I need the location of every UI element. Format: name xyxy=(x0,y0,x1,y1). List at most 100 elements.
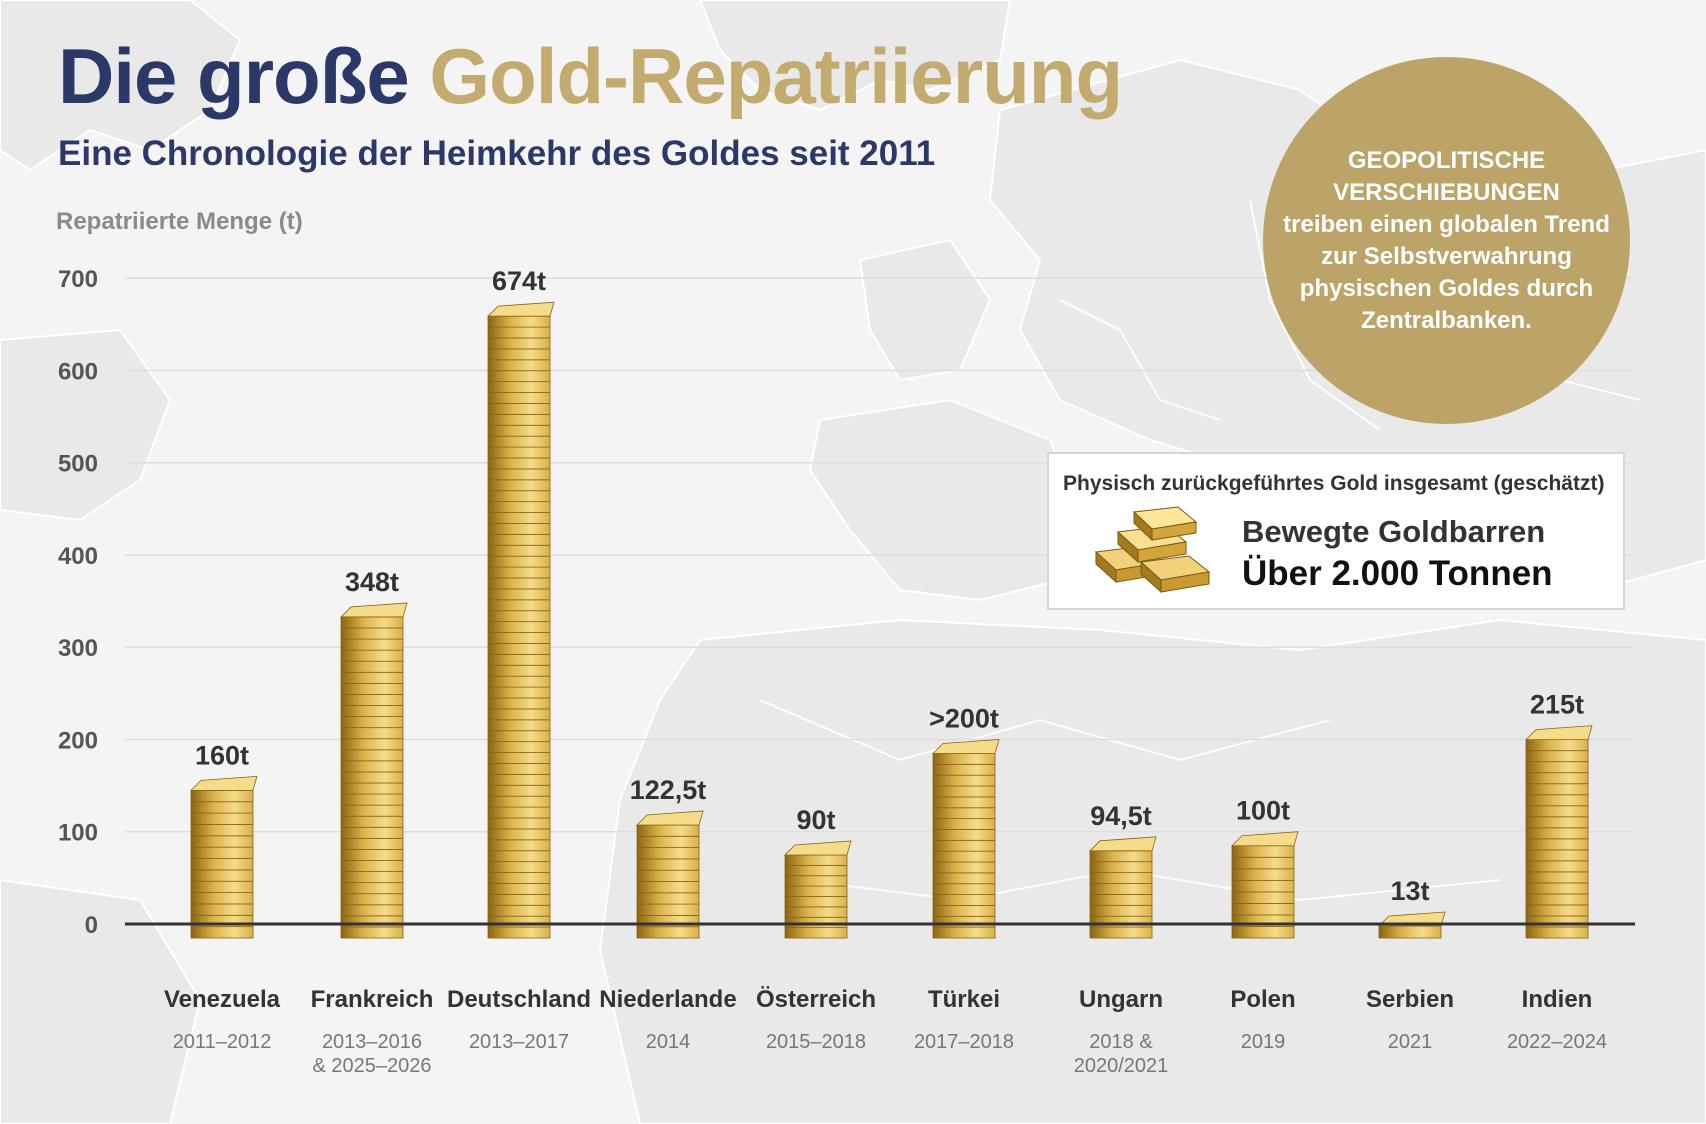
gold-bars-stack-icon xyxy=(1094,506,1211,594)
gold-bar-slab xyxy=(487,326,551,339)
gold-bar-slab xyxy=(1525,926,1589,939)
gold-bar-slab xyxy=(487,490,551,503)
y-tick-label: 600 xyxy=(58,358,98,385)
geopolitics-callout: GEOPOLITISCHE VERSCHIEBUNGEN treiben ein… xyxy=(1263,57,1630,424)
value-label: 13t xyxy=(1390,876,1429,906)
gold-bar-slab xyxy=(932,829,996,841)
gold-bar-slab xyxy=(487,315,551,328)
gold-bar-slab xyxy=(487,926,551,939)
gold-bar-slab xyxy=(340,760,404,773)
title-part-gold: Gold-Repatriierung xyxy=(429,32,1123,120)
gold-bar-slab xyxy=(932,915,996,928)
gold-bar-slab xyxy=(487,708,551,721)
gold-bar-slab xyxy=(1089,894,1153,906)
period-label: 2021 xyxy=(1388,1031,1433,1053)
gold-bar-slab xyxy=(1525,739,1589,752)
value-label: 90t xyxy=(796,805,835,835)
gold-bar-slab xyxy=(340,738,404,751)
gold-bar-slab xyxy=(487,533,551,546)
gold-bar-slab xyxy=(932,763,996,776)
value-label: 215t xyxy=(1530,690,1584,720)
gold-bar-slab xyxy=(1525,816,1589,829)
gold-bar-slab xyxy=(190,880,254,893)
value-label: 100t xyxy=(1236,796,1290,826)
gold-bar-slab xyxy=(784,885,848,897)
gold-bar-slab xyxy=(340,682,404,695)
page-title: Die große Gold-Repatriierung xyxy=(58,28,1123,124)
gold-bar-slab xyxy=(487,348,551,361)
gold-bar-slab xyxy=(784,916,848,929)
gold-bar-slab xyxy=(1525,838,1589,851)
y-tick-label: 400 xyxy=(58,543,98,570)
gold-bar-slab xyxy=(487,839,551,852)
gold-bar-slab xyxy=(1089,872,1153,884)
total-line1: Bewegte Goldbarren xyxy=(1242,514,1546,549)
gold-bar-slab xyxy=(487,392,551,404)
gold-bar-slab xyxy=(487,773,551,786)
gold-bar-slab xyxy=(340,771,404,784)
gold-bar-slab xyxy=(487,872,551,884)
gold-bar-slab xyxy=(932,785,996,798)
category-label: Polen xyxy=(1230,986,1295,1013)
y-tick-label: 300 xyxy=(58,635,98,662)
gold-bar-slab xyxy=(1525,783,1589,796)
category-label: Niederlande xyxy=(599,986,736,1013)
bar-venezuela xyxy=(190,775,258,939)
gold-bar-top xyxy=(636,810,704,826)
gold-bar-slab xyxy=(340,749,404,762)
gold-bar-slab xyxy=(190,858,254,871)
gold-bar-slab xyxy=(1231,879,1295,893)
y-tick-label: 0 xyxy=(85,912,98,939)
gold-bar-slab xyxy=(932,807,996,820)
gold-bar-slab xyxy=(190,869,254,882)
category-label: Serbien xyxy=(1366,986,1454,1013)
period-label: 2020/2021 xyxy=(1074,1055,1169,1077)
gold-bar-slab xyxy=(932,839,996,852)
gold-bar-slab xyxy=(487,686,551,699)
gold-bar-top xyxy=(487,301,555,317)
gold-bar-slab xyxy=(487,468,551,481)
gold-bar-slab xyxy=(487,861,551,873)
period-label: 2013–2017 xyxy=(469,1031,569,1053)
gold-bar-slab xyxy=(487,763,551,775)
category-label: Österreich xyxy=(756,986,876,1013)
gold-bar-slab xyxy=(932,905,996,917)
title-part-navy: Die große xyxy=(58,32,410,120)
gold-bar-slab xyxy=(340,871,404,884)
gold-bar-slab xyxy=(487,752,551,764)
gold-bar-slab xyxy=(932,861,996,874)
category-label: Deutschland xyxy=(447,986,591,1013)
gold-bar-slab xyxy=(487,893,551,906)
callout-body: treiben einen globalen Trend zur Selbstv… xyxy=(1283,210,1610,334)
bar-niederlande xyxy=(636,810,704,939)
y-axis-label: Repatriierte Menge (t) xyxy=(56,208,303,235)
gold-bar-slab xyxy=(932,774,996,787)
gold-bar-slab xyxy=(190,926,254,939)
gold-bar-slab xyxy=(1525,893,1589,906)
gold-bar-slab xyxy=(487,817,551,830)
gold-bar-top xyxy=(190,775,258,791)
gold-bar-slab xyxy=(1525,860,1589,873)
value-label: >200t xyxy=(929,703,999,733)
gold-bar-slab xyxy=(1231,903,1295,916)
gold-bar-slab xyxy=(1089,926,1153,939)
gold-bar-slab xyxy=(340,926,404,939)
gold-bar-slab xyxy=(340,815,404,828)
gold-bar-slab xyxy=(340,638,404,651)
value-label: 348t xyxy=(345,567,399,597)
gold-bar-slab xyxy=(636,903,700,916)
gold-bar-slab xyxy=(487,544,551,557)
y-tick-label: 500 xyxy=(58,451,98,478)
gold-bar-slab xyxy=(487,795,551,808)
gold-bar-slab xyxy=(487,806,551,819)
gold-bar-slab xyxy=(487,883,551,895)
gold-bar-top xyxy=(1525,725,1593,741)
gold-bar-slab xyxy=(1089,861,1153,874)
gold-bar-slab xyxy=(636,824,700,837)
gold-bar-top xyxy=(1231,831,1299,847)
gold-bar-slab xyxy=(487,610,551,623)
gold-bar-slab xyxy=(487,337,551,350)
gold-bar-slab xyxy=(1089,904,1153,917)
gold-bar-slab xyxy=(784,906,848,918)
